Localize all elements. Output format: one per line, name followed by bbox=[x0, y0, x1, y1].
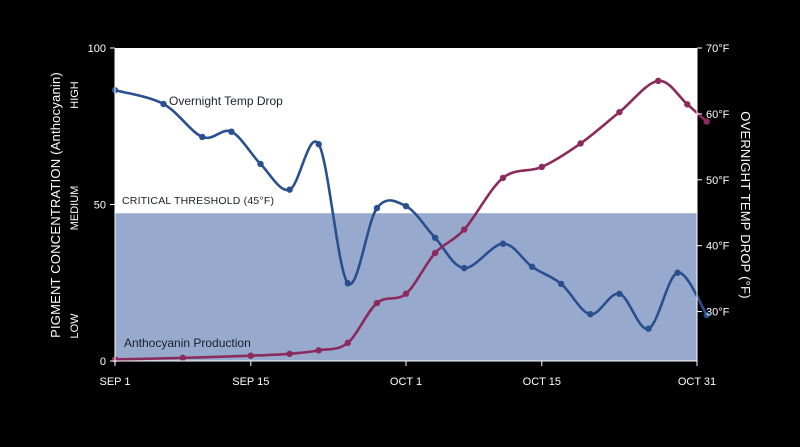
data-point-anthocyanin-production-14 bbox=[655, 77, 662, 85]
left-ticks: 0 50 100 bbox=[88, 43, 115, 368]
left-tick-label: 100 bbox=[88, 43, 106, 55]
x-tick-label: OCT 1 bbox=[390, 376, 422, 388]
data-point-overnight-temp-drop-3 bbox=[228, 128, 235, 135]
data-point-overnight-temp-drop-2 bbox=[199, 133, 206, 141]
data-point-overnight-temp-drop-1 bbox=[160, 100, 167, 108]
right-tick-label: 30°F bbox=[706, 307, 730, 319]
data-point-anthocyanin-production-12 bbox=[577, 140, 584, 147]
data-point-overnight-temp-drop-11 bbox=[461, 264, 468, 272]
data-point-anthocyanin-production-2 bbox=[247, 352, 254, 359]
data-point-anthocyanin-production-8 bbox=[431, 249, 439, 257]
threshold-band bbox=[115, 212, 697, 361]
data-point-overnight-temp-drop-17 bbox=[645, 325, 652, 332]
x-tick-label: SEP 15 bbox=[232, 376, 269, 388]
data-point-anthocyanin-production-13 bbox=[616, 108, 623, 116]
data-point-overnight-temp-drop-5 bbox=[286, 186, 293, 193]
data-point-anthocyanin-production-4 bbox=[315, 347, 322, 354]
data-point-overnight-temp-drop-10 bbox=[431, 234, 439, 241]
right-tick-label: 60°F bbox=[706, 109, 730, 121]
x-ticks: SEP 1 SEP 15 OCT 1 OCT 15 OCT 31 bbox=[100, 361, 716, 388]
data-point-overnight-temp-drop-8 bbox=[373, 204, 381, 212]
data-point-anthocyanin-production-1 bbox=[179, 354, 187, 362]
data-point-overnight-temp-drop-19 bbox=[703, 311, 710, 319]
data-point-overnight-temp-drop-15 bbox=[587, 311, 594, 318]
annotation-anthocyanin: Anthocyanin Production bbox=[124, 336, 251, 350]
threshold-label: CRITICAL THRESHOLD (45°F) bbox=[122, 195, 274, 207]
data-point-anthocyanin-production-6 bbox=[373, 299, 381, 307]
data-point-overnight-temp-drop-14 bbox=[558, 280, 565, 288]
data-point-anthocyanin-production-15 bbox=[684, 101, 691, 108]
level-label-medium: MEDIUM bbox=[69, 186, 81, 231]
data-point-anthocyanin-production-11 bbox=[538, 163, 545, 171]
data-point-overnight-temp-drop-18 bbox=[674, 269, 681, 276]
x-tick-label: SEP 1 bbox=[100, 376, 131, 388]
data-point-anthocyanin-production-5 bbox=[344, 339, 351, 347]
level-label-low: LOW bbox=[69, 313, 81, 339]
data-point-overnight-temp-drop-16 bbox=[616, 290, 623, 297]
right-tick-label: 40°F bbox=[706, 241, 730, 253]
data-point-overnight-temp-drop-9 bbox=[402, 202, 410, 210]
data-point-anthocyanin-production-10 bbox=[499, 174, 507, 182]
series-layer bbox=[111, 77, 710, 363]
right-tick-label: 50°F bbox=[706, 175, 730, 187]
data-point-overnight-temp-drop-13 bbox=[528, 263, 536, 270]
data-point-overnight-temp-drop-12 bbox=[499, 240, 507, 247]
data-point-anthocyanin-production-3 bbox=[286, 350, 293, 358]
data-point-anthocyanin-production-7 bbox=[402, 290, 410, 297]
right-axis-title: OVERNIGHT TEMP DROP (°F) bbox=[738, 111, 753, 298]
left-tick-label: 50 bbox=[94, 200, 106, 212]
data-point-overnight-temp-drop-4 bbox=[257, 160, 264, 168]
data-point-overnight-temp-drop-7 bbox=[344, 280, 351, 287]
x-tick-label: OCT 15 bbox=[523, 376, 561, 388]
data-point-anthocyanin-production-9 bbox=[461, 226, 468, 233]
annotation-temp-drop: Overnight Temp Drop bbox=[169, 94, 283, 108]
left-tick-label: 0 bbox=[100, 356, 106, 368]
right-tick-label: 70°F bbox=[706, 43, 730, 55]
left-axis-title: PIGMENT CONCENTRATION (Anthocyanin) bbox=[48, 72, 63, 338]
x-tick-label: OCT 31 bbox=[678, 376, 716, 388]
data-point-overnight-temp-drop-6 bbox=[315, 141, 322, 148]
right-ticks: 30°F 40°F 50°F 60°F 70°F bbox=[697, 43, 730, 319]
level-label-high: HIGH bbox=[69, 81, 81, 109]
data-point-anthocyanin-production-16 bbox=[703, 118, 710, 125]
